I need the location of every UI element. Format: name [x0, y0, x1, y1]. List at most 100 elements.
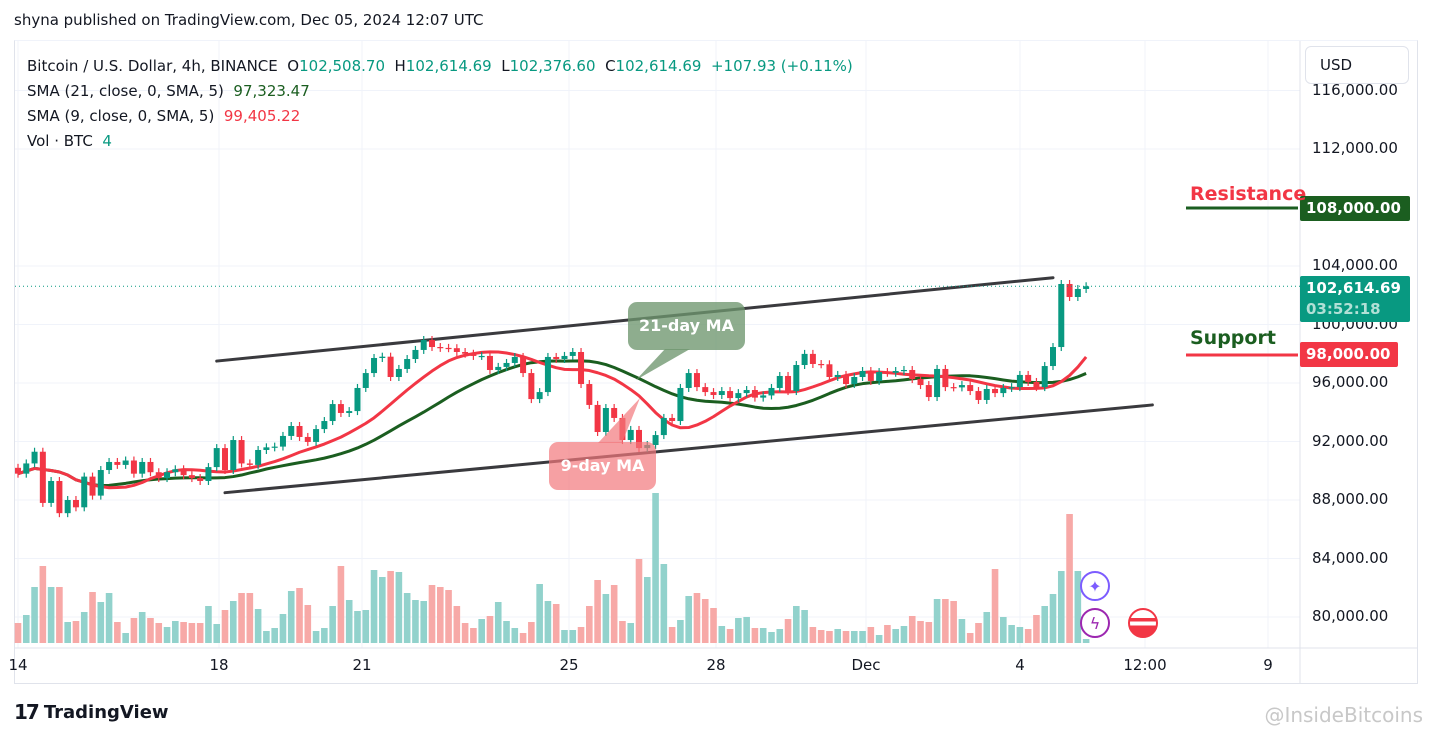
volume-bar [983, 612, 991, 643]
candle-body [404, 359, 411, 369]
volume-bar [453, 606, 461, 643]
volume-bar [859, 631, 866, 643]
candle-body [925, 385, 932, 398]
ma21-callout-pointer [636, 349, 690, 380]
chart-frame[interactable] [14, 40, 1418, 684]
lightning-icon[interactable]: ϟ [1080, 608, 1110, 638]
watermark: @InsideBitcoins [1264, 703, 1423, 727]
candle-body [669, 417, 676, 422]
volume-bar [287, 591, 295, 643]
candle-body [445, 347, 452, 350]
volume-bar [428, 585, 436, 643]
candle-body [809, 353, 816, 364]
price-tick-label: 96,000.00 [1312, 373, 1389, 391]
low-label: L [501, 57, 510, 75]
candle-body [1058, 283, 1065, 348]
ma21-callout: 21-day MA [628, 302, 745, 350]
symbol-name[interactable]: Bitcoin / U.S. Dollar, 4h, BINANCE [27, 57, 278, 75]
brand-name: TradingView [43, 701, 169, 723]
candle-body [544, 356, 551, 393]
candle-body [106, 461, 113, 471]
volume-bar [312, 631, 320, 643]
candle-body [15, 467, 21, 474]
volume-bar [1082, 639, 1090, 643]
candle-body [255, 449, 262, 465]
volume-bar [147, 618, 154, 643]
candle-body [735, 393, 742, 399]
candle-body [569, 351, 576, 356]
volume-bar [933, 599, 941, 643]
volume-bar [196, 623, 204, 643]
volume-bar [387, 571, 394, 643]
candle-body [677, 387, 684, 422]
candle-body [851, 377, 858, 385]
volume-bar [1066, 514, 1073, 643]
tradingview-logo-icon: 17 [14, 700, 40, 724]
sma9-line [17, 350, 1088, 490]
volume-bar [668, 627, 676, 643]
candle-body [1016, 374, 1023, 388]
candle-body [867, 371, 874, 381]
candle-body [578, 351, 585, 385]
candle-body [636, 429, 642, 449]
volume-bar [793, 606, 800, 643]
currency-button[interactable]: USD [1305, 46, 1409, 84]
candle-body [329, 404, 336, 422]
candle-body [561, 355, 568, 360]
volume-bar [246, 593, 254, 643]
volume-bar [602, 594, 610, 643]
volume-bar [884, 625, 891, 643]
volume-bar [660, 564, 668, 643]
resistance-label: Resistance [1190, 183, 1307, 205]
candle-body [246, 463, 253, 465]
legend-sma21[interactable]: SMA (21, close, 0, SMA, 5) 97,323.47 [27, 79, 853, 104]
volume-bar [105, 593, 113, 643]
chart-legend: Bitcoin / U.S. Dollar, 4h, BINANCE O102,… [27, 54, 853, 154]
volume-bar [966, 633, 974, 643]
lower-channel-trendline [223, 403, 1154, 495]
volume-bar [80, 612, 88, 643]
volume-bar [263, 631, 270, 643]
volume-bar [1000, 617, 1007, 643]
volume-bar [643, 577, 651, 643]
candle-body [56, 480, 63, 514]
volume-bar [635, 559, 643, 643]
volume-bar [1057, 571, 1065, 643]
volume-bar [693, 593, 701, 643]
candle-body [155, 472, 162, 479]
legend-sma9[interactable]: SMA (9, close, 0, SMA, 5) 99,405.22 [27, 104, 853, 129]
candle-body [23, 463, 30, 474]
volume-bar [652, 493, 659, 643]
volume-bar [403, 593, 411, 643]
open-value: 102,508.70 [299, 57, 385, 75]
volume-bar [163, 627, 171, 643]
price-tick-label: 92,000.00 [1312, 431, 1389, 450]
candle-body [462, 351, 469, 354]
volume-bar [503, 621, 510, 643]
us-flag-icon[interactable] [1128, 608, 1158, 638]
volume-bar [850, 631, 858, 643]
volume-bar [925, 622, 933, 643]
candle-body [205, 467, 212, 481]
time-tick-label: 14 [8, 656, 28, 674]
volume-bar [445, 590, 452, 643]
volume-bar [130, 618, 138, 643]
volume-bar [569, 630, 577, 643]
volume-bar [817, 630, 825, 643]
volume-bar [809, 627, 817, 643]
sparkle-icon[interactable]: ✦ [1080, 571, 1110, 601]
legend-volume[interactable]: Vol · BTC 4 [27, 129, 853, 154]
candle-body [760, 395, 767, 398]
volume-bar [370, 570, 378, 643]
sma21-value: 97,323.47 [233, 82, 310, 100]
volume-bar [478, 619, 485, 643]
close-label: C [605, 57, 616, 75]
volume-bar [892, 629, 899, 643]
volume-bars [14, 493, 1090, 643]
candle-body [511, 356, 518, 363]
candle-body [420, 340, 427, 350]
candle-body [652, 435, 659, 446]
candle-body [222, 448, 228, 471]
candle-body [478, 355, 485, 358]
